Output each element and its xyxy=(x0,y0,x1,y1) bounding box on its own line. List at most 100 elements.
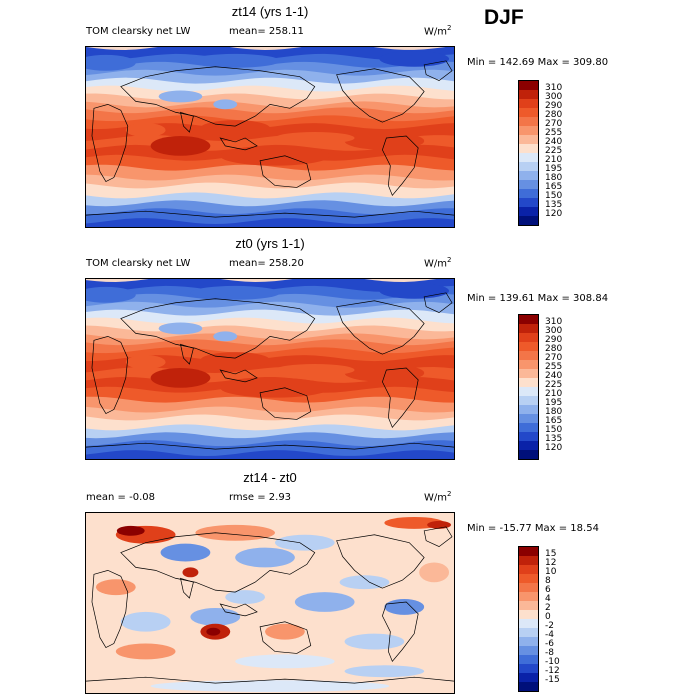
colorbar-label: 225 xyxy=(545,380,563,390)
colorbar-segment xyxy=(519,619,538,628)
colorbar-segment xyxy=(519,171,538,180)
colorbar-label: 210 xyxy=(545,155,563,165)
colorbar-label: 300 xyxy=(545,326,563,336)
colorbar-segment xyxy=(519,574,538,583)
panel-3-minmax: Min = -15.77 Max = 18.54 xyxy=(467,523,599,534)
colorbar-segment xyxy=(519,189,538,198)
colorbar-segment xyxy=(519,117,538,126)
colorbar-segment xyxy=(519,378,538,387)
colorbar-segment xyxy=(519,387,538,396)
colorbar-segment xyxy=(519,360,538,369)
colorbar-label: 15 xyxy=(545,549,557,559)
colorbar-segment xyxy=(519,81,538,90)
panel-2-title: zt0 (yrs 1-1) xyxy=(235,236,305,251)
colorbar-label: 280 xyxy=(545,110,563,120)
colorbar-segment xyxy=(519,655,538,664)
colorbar-segment xyxy=(519,342,538,351)
colorbar-segment xyxy=(519,315,538,324)
colorbar-segment xyxy=(519,99,538,108)
colorbar-segment xyxy=(519,90,538,99)
panel-2-units: W/m2 xyxy=(424,256,452,270)
colorbar-label: 10 xyxy=(545,567,557,577)
colorbar-segment xyxy=(519,216,538,225)
colorbar-label: -4 xyxy=(545,630,554,640)
panel-3-units: W/m2 xyxy=(424,490,452,504)
colorbar-segment xyxy=(519,610,538,619)
colorbar-segment xyxy=(519,144,538,153)
panel-2-mean-label: mean= 258.20 xyxy=(229,258,304,269)
colorbar-segment xyxy=(519,592,538,601)
colorbar-label: 135 xyxy=(545,434,563,444)
colorbar-label: 240 xyxy=(545,371,563,381)
colorbar-label: 255 xyxy=(545,128,563,138)
colorbar-label: 120 xyxy=(545,209,563,219)
colorbar-label: 300 xyxy=(545,92,563,102)
colorbar-label: 135 xyxy=(545,200,563,210)
colorbar-label: 240 xyxy=(545,137,563,147)
colorbar-segment xyxy=(519,423,538,432)
panel-2-minmax: Min = 139.61 Max = 308.84 xyxy=(467,293,609,304)
panel-1-mean-label: mean= 258.11 xyxy=(229,26,304,37)
colorbar-segment xyxy=(519,682,538,691)
colorbar-segment xyxy=(519,556,538,565)
colorbar-label: 12 xyxy=(545,558,557,568)
colorbar-label: 255 xyxy=(545,362,563,372)
panel-1-units: W/m2 xyxy=(424,24,452,38)
colorbar-segment xyxy=(519,126,538,135)
panel-3-map xyxy=(85,512,455,694)
colorbar-label: 4 xyxy=(545,594,551,604)
colorbar-segment xyxy=(519,333,538,342)
colorbar-label: 165 xyxy=(545,182,563,192)
colorbar-label: -15 xyxy=(545,675,560,685)
colorbar-label: 310 xyxy=(545,317,563,327)
colorbar-label: 225 xyxy=(545,146,563,156)
colorbar-label: 150 xyxy=(545,425,563,435)
colorbar-label: 270 xyxy=(545,353,563,363)
colorbar-label: -10 xyxy=(545,657,560,667)
colorbar-segment xyxy=(519,396,538,405)
panel-1-colorbar xyxy=(518,80,539,226)
colorbar-label: 290 xyxy=(545,101,563,111)
colorbar-segment xyxy=(519,432,538,441)
colorbar-segment xyxy=(519,441,538,450)
colorbar-segment xyxy=(519,324,538,333)
colorbar-segment xyxy=(519,414,538,423)
colorbar-segment xyxy=(519,108,538,117)
colorbar-segment xyxy=(519,673,538,682)
colorbar-label: -6 xyxy=(545,639,554,649)
colorbar-label: 290 xyxy=(545,335,563,345)
colorbar-label: 270 xyxy=(545,119,563,129)
colorbar-label: 150 xyxy=(545,191,563,201)
colorbar-label: 195 xyxy=(545,164,563,174)
panel-1-map xyxy=(85,46,455,228)
colorbar-segment xyxy=(519,207,538,216)
panel-3-mean-label: mean = -0.08 xyxy=(86,492,155,503)
colorbar-segment xyxy=(519,405,538,414)
panel-3-title: zt14 - zt0 xyxy=(243,470,297,485)
colorbar-label: 180 xyxy=(545,173,563,183)
colorbar-label: 180 xyxy=(545,407,563,417)
colorbar-segment xyxy=(519,547,538,556)
colorbar-label: 2 xyxy=(545,603,551,613)
panel-1-title: zt14 (yrs 1-1) xyxy=(231,4,309,19)
colorbar-segment xyxy=(519,450,538,459)
colorbar-segment xyxy=(519,135,538,144)
panel-3-colorbar xyxy=(518,546,539,692)
colorbar-segment xyxy=(519,180,538,189)
colorbar-label: 8 xyxy=(545,576,551,586)
colorbar-segment xyxy=(519,646,538,655)
colorbar-label: 0 xyxy=(545,612,551,622)
colorbar-segment xyxy=(519,198,538,207)
panel-1-field-label: TOM clearsky net LW xyxy=(86,26,191,37)
panel-2-field-label: TOM clearsky net LW xyxy=(86,258,191,269)
colorbar-label: 310 xyxy=(545,83,563,93)
colorbar-segment xyxy=(519,162,538,171)
colorbar-segment xyxy=(519,351,538,360)
colorbar-segment xyxy=(519,664,538,673)
colorbar-label: 165 xyxy=(545,416,563,426)
panel-3-rmse-label: rmse = 2.93 xyxy=(229,492,292,503)
colorbar-segment xyxy=(519,601,538,610)
colorbar-label: 120 xyxy=(545,443,563,453)
colorbar-label: -12 xyxy=(545,666,560,676)
season-label: DJF xyxy=(484,6,524,29)
